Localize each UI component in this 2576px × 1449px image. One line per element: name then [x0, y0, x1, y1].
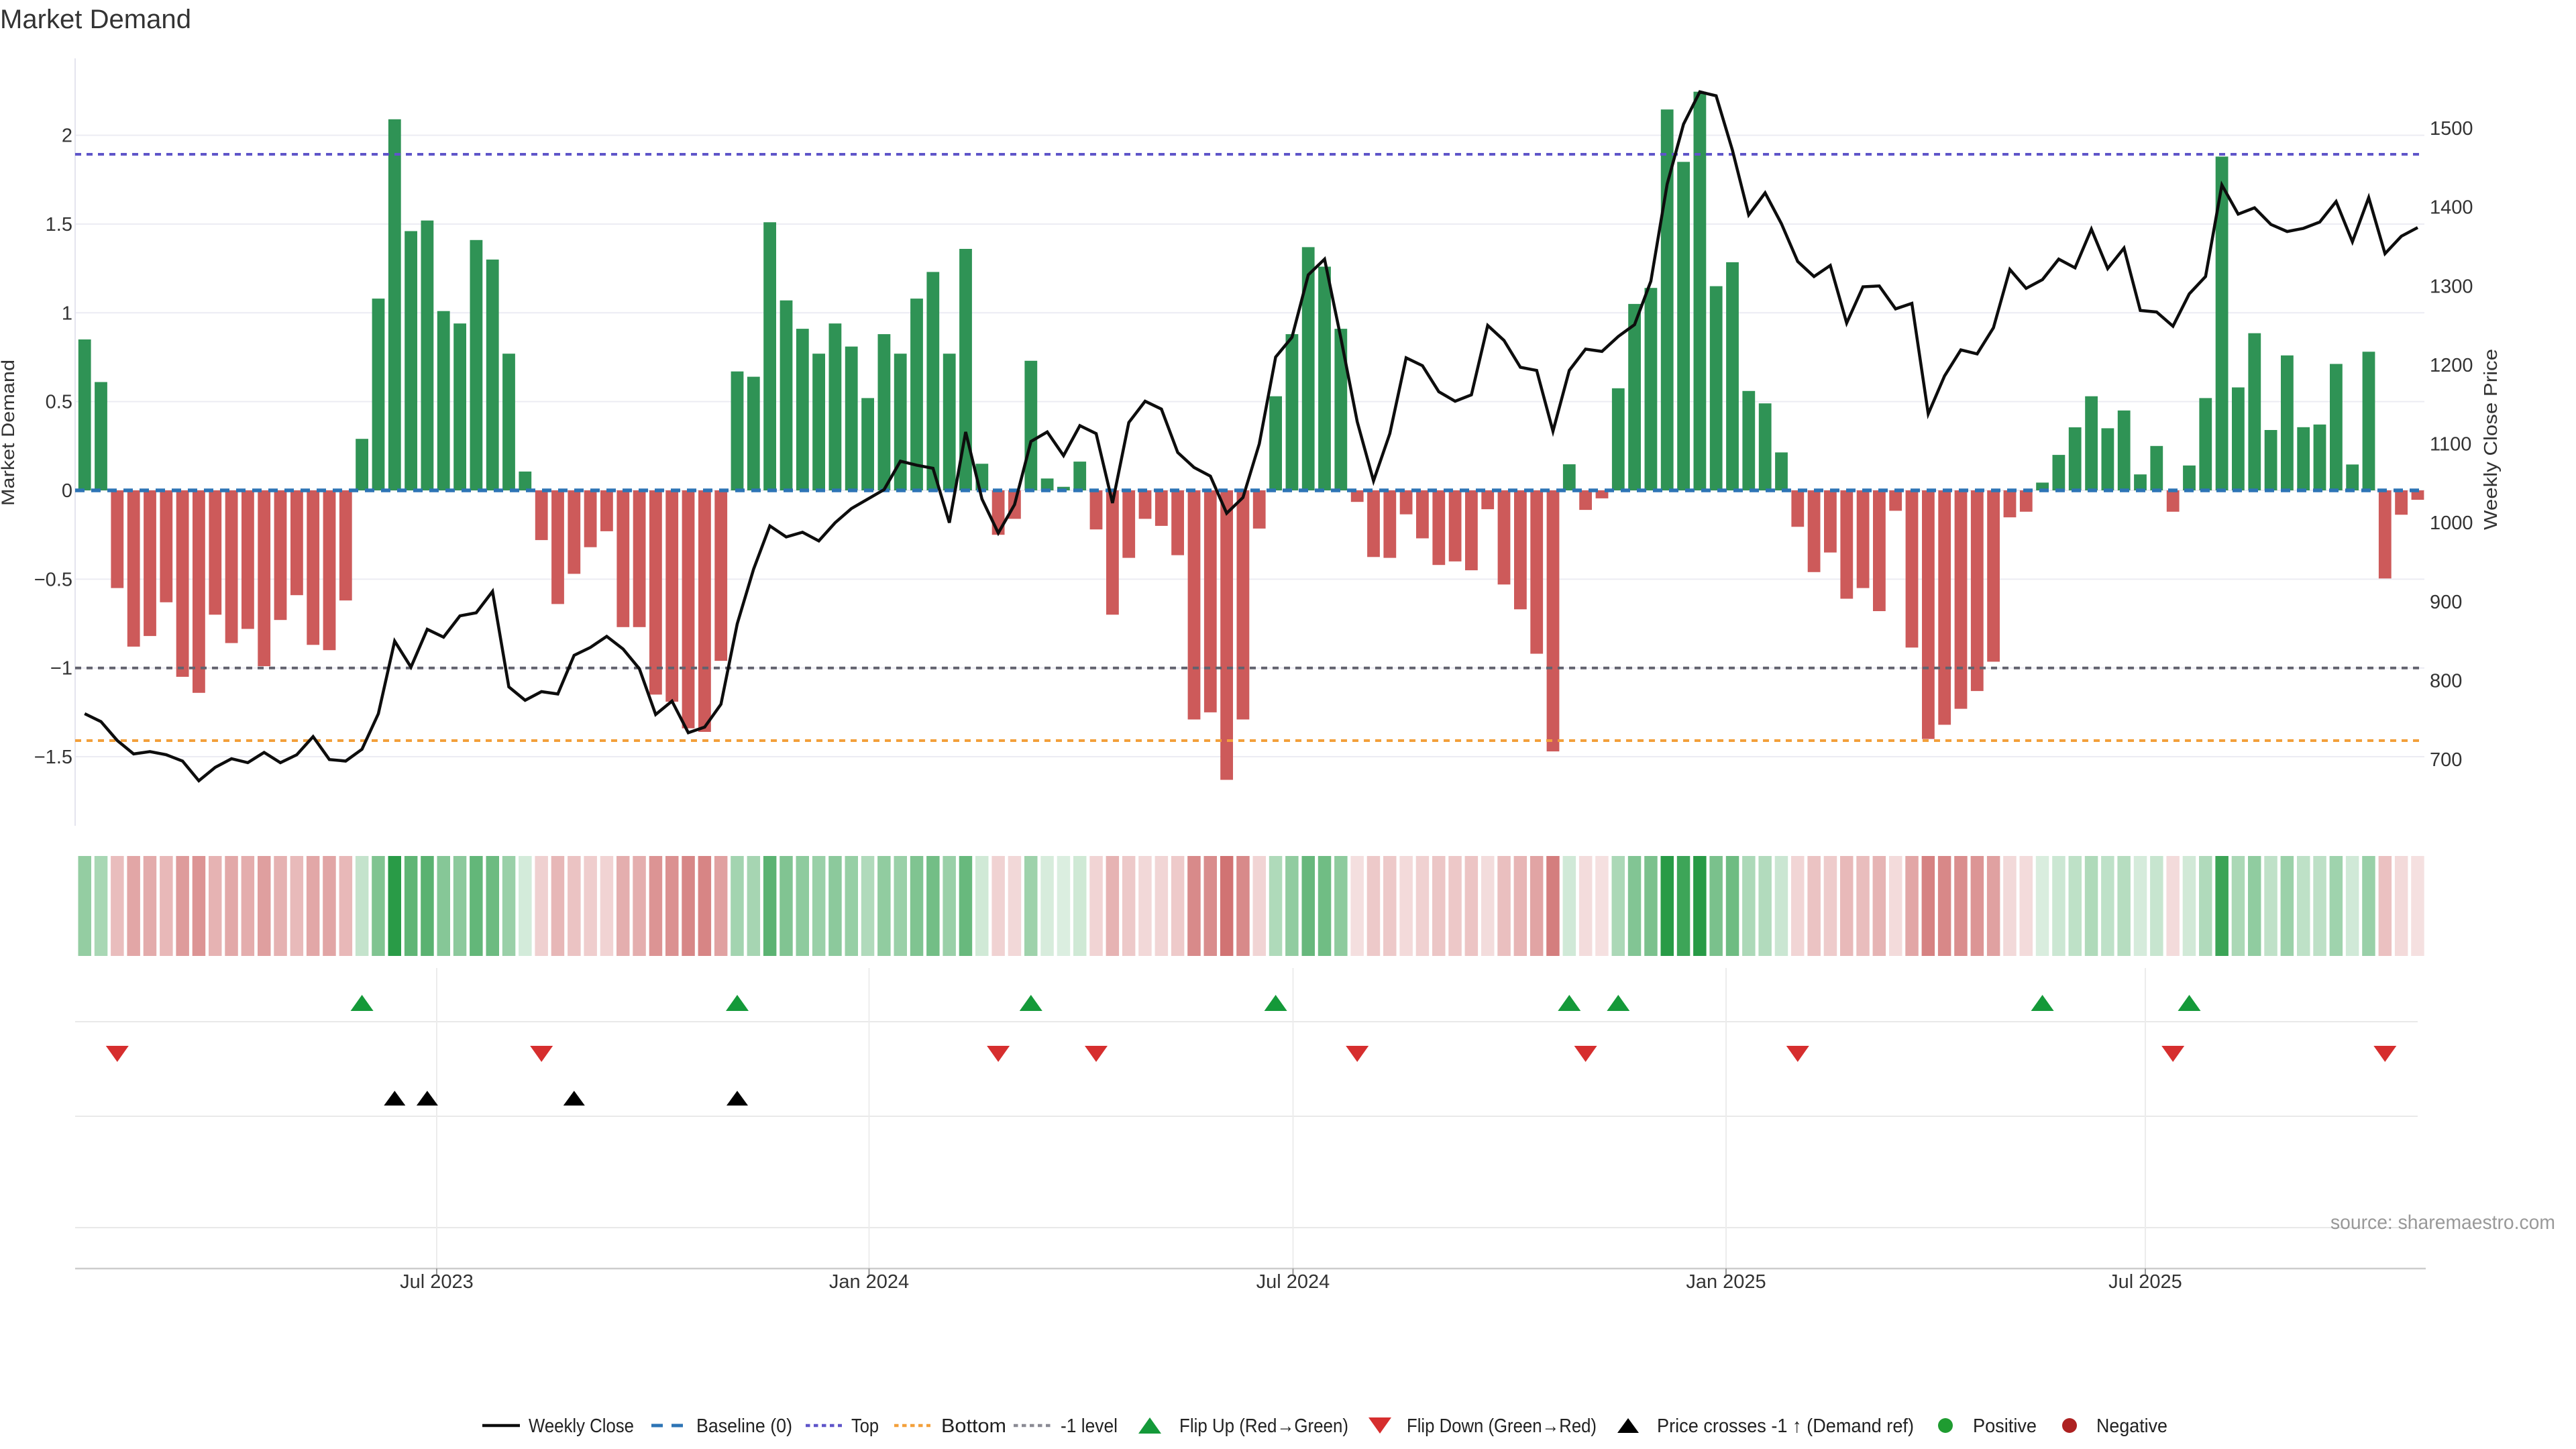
- svg-text:Baseline (0): Baseline (0): [696, 1415, 792, 1437]
- svg-text:1000: 1000: [2430, 513, 2473, 534]
- svg-text:2: 2: [62, 125, 72, 147]
- svg-text:800: 800: [2430, 671, 2462, 692]
- svg-text:−1.5: −1.5: [34, 747, 72, 768]
- svg-text:−1: −1: [50, 658, 72, 680]
- svg-text:Jul 2024: Jul 2024: [1256, 1271, 1330, 1293]
- svg-text:Bottom: Bottom: [941, 1415, 1006, 1437]
- svg-text:Market Demand: Market Demand: [0, 360, 18, 506]
- svg-text:1500: 1500: [2430, 118, 2473, 140]
- svg-text:1.5: 1.5: [46, 214, 72, 235]
- svg-text:Top: Top: [851, 1415, 879, 1437]
- svg-text:Flip Down (Green→Red): Flip Down (Green→Red): [1407, 1415, 1597, 1437]
- svg-text:Positive: Positive: [1973, 1415, 2037, 1437]
- svg-text:Flip Up (Red→Green): Flip Up (Red→Green): [1179, 1415, 1348, 1437]
- svg-text:Jan 2025: Jan 2025: [1686, 1271, 1766, 1293]
- svg-text:Market Demand: Market Demand: [0, 5, 191, 34]
- svg-text:1400: 1400: [2430, 197, 2473, 219]
- svg-text:-1 level: -1 level: [1061, 1415, 1118, 1437]
- svg-text:source: sharemaestro.com: source: sharemaestro.com: [2330, 1212, 2555, 1234]
- svg-text:1200: 1200: [2430, 355, 2473, 376]
- svg-text:Jan 2024: Jan 2024: [829, 1271, 909, 1293]
- svg-text:Weekly Close Price: Weekly Close Price: [2480, 349, 2501, 530]
- svg-text:1300: 1300: [2430, 276, 2473, 297]
- svg-text:1: 1: [62, 303, 72, 324]
- svg-text:−0.5: −0.5: [34, 569, 72, 590]
- svg-text:900: 900: [2430, 592, 2462, 613]
- svg-text:Negative: Negative: [2096, 1415, 2167, 1437]
- svg-text:0: 0: [62, 480, 72, 502]
- svg-text:1100: 1100: [2430, 434, 2471, 455]
- svg-text:Jul 2023: Jul 2023: [400, 1271, 474, 1293]
- svg-text:Jul 2025: Jul 2025: [2108, 1271, 2182, 1293]
- svg-text:Weekly Close: Weekly Close: [529, 1415, 634, 1437]
- svg-text:Price crosses -1 ↑ (Demand ref: Price crosses -1 ↑ (Demand ref): [1657, 1415, 1914, 1437]
- svg-text:700: 700: [2430, 749, 2462, 771]
- svg-text:0.5: 0.5: [46, 392, 72, 413]
